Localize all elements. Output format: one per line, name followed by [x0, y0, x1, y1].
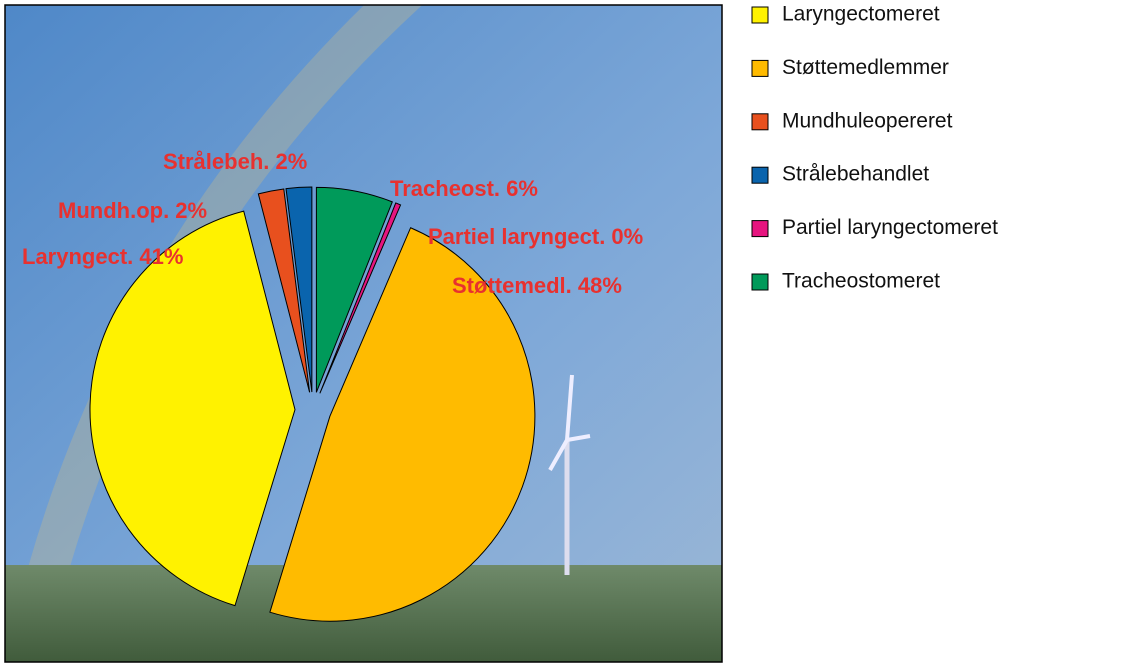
legend-label: Strålebehandlet — [782, 163, 929, 186]
legend-label: Støttemedlemmer — [782, 56, 949, 79]
data-label: Støttemedl. 48% — [452, 273, 622, 298]
legend-swatch — [752, 167, 768, 183]
legend-swatch — [752, 221, 768, 237]
legend: Laryngectomeret Støttemedlemmer Mundhuleop… — [752, 3, 998, 293]
legend-swatch — [752, 114, 768, 130]
data-label: Tracheost. 6% — [390, 176, 538, 201]
data-label: Partiel laryngect. 0% — [428, 224, 643, 249]
legend-swatch — [752, 274, 768, 290]
legend-label: Tracheostomeret — [782, 270, 940, 293]
data-label: Laryngect. 41% — [22, 244, 183, 269]
legend-label: Partiel laryngectomeret — [782, 216, 998, 239]
data-label: Mundh.op. 2% — [58, 198, 207, 223]
legend-swatch — [752, 7, 768, 23]
data-label: Strålebeh. 2% — [163, 149, 307, 174]
legend-swatch — [752, 60, 768, 76]
chart: Laryngect. 41% Støttemedl. 48% Mundh.op. 2… — [0, 0, 1130, 667]
legend-label: Mundhuleopereret — [782, 109, 953, 132]
legend-label: Laryngectomeret — [782, 3, 940, 26]
